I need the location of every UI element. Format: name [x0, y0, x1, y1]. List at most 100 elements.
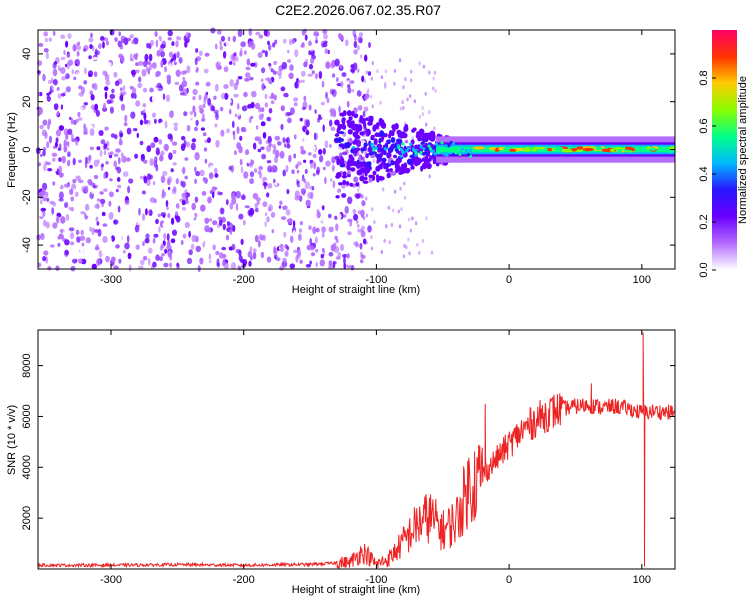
noise-speckle	[123, 249, 126, 254]
noise-speckle	[168, 51, 174, 58]
noise-speckle	[268, 43, 272, 51]
signal-speckle	[360, 167, 365, 171]
noise-speckle	[141, 213, 146, 221]
signal-hotspot	[523, 148, 531, 152]
noise-speckle	[418, 250, 421, 255]
noise-speckle	[158, 139, 163, 145]
noise-speckle	[146, 42, 150, 49]
noise-speckle	[108, 212, 114, 220]
noise-speckle	[258, 34, 264, 39]
noise-speckle	[68, 206, 71, 211]
noise-speckle	[88, 179, 92, 186]
noise-speckle	[163, 262, 169, 268]
noise-speckle	[128, 178, 134, 184]
noise-speckle	[184, 157, 189, 161]
noise-speckle	[340, 243, 344, 252]
noise-speckle	[57, 92, 62, 99]
noise-speckle	[360, 228, 364, 233]
noise-speckle	[172, 54, 177, 61]
signal-speckle	[341, 143, 346, 150]
signal-hotspot	[458, 152, 462, 156]
spectrogram-signal	[333, 110, 677, 187]
signal-speckle	[364, 171, 368, 177]
noise-speckle	[235, 203, 239, 211]
noise-speckle	[359, 54, 363, 59]
noise-speckle	[313, 161, 317, 170]
noise-speckle	[295, 164, 299, 169]
noise-speckle	[370, 76, 373, 81]
spectrogram-noise	[35, 27, 437, 273]
noise-speckle	[180, 240, 184, 245]
noise-speckle	[90, 182, 96, 187]
x-tick-label: 100	[633, 574, 651, 586]
noise-speckle	[60, 93, 66, 97]
noise-speckle	[345, 39, 349, 47]
noise-speckle	[222, 223, 226, 231]
noise-speckle	[113, 153, 119, 157]
noise-speckle	[408, 94, 412, 99]
noise-speckle	[37, 262, 42, 268]
noise-speckle	[299, 221, 303, 226]
noise-speckle	[331, 164, 335, 172]
noise-speckle	[90, 32, 93, 38]
noise-speckle	[211, 105, 216, 112]
signal-hotspot	[571, 148, 578, 152]
noise-speckle	[318, 149, 323, 155]
signal-hotspot	[431, 149, 435, 153]
noise-speckle	[268, 79, 273, 85]
signal-speckle	[370, 134, 375, 139]
signal-speckle	[372, 170, 377, 176]
noise-speckle	[162, 170, 168, 176]
noise-speckle	[40, 153, 43, 158]
noise-speckle	[363, 79, 367, 84]
noise-speckle	[268, 107, 273, 114]
noise-speckle	[304, 34, 308, 41]
noise-speckle	[407, 237, 410, 242]
noise-speckle	[421, 112, 425, 117]
noise-speckle	[143, 159, 148, 164]
noise-speckle	[172, 229, 177, 236]
noise-speckle	[247, 158, 251, 164]
noise-speckle	[103, 102, 106, 111]
noise-speckle	[78, 159, 82, 163]
noise-speckle	[353, 176, 359, 183]
noise-speckle	[162, 93, 166, 100]
signal-speckle	[334, 138, 341, 142]
noise-speckle	[52, 68, 58, 77]
noise-speckle	[221, 216, 226, 223]
noise-speckle	[294, 134, 297, 140]
noise-speckle	[379, 100, 382, 105]
noise-speckle	[117, 40, 122, 48]
noise-speckle	[325, 91, 328, 99]
noise-speckle	[430, 250, 434, 255]
noise-speckle	[357, 210, 361, 215]
noise-speckle	[360, 194, 364, 199]
noise-speckle	[52, 157, 56, 162]
signal-speckle	[376, 143, 383, 149]
noise-speckle	[267, 40, 270, 46]
noise-speckle	[223, 66, 229, 73]
noise-speckle	[409, 228, 413, 233]
noise-speckle	[42, 256, 47, 262]
noise-speckle	[261, 67, 266, 74]
noise-speckle	[207, 98, 212, 105]
noise-speckle	[80, 86, 85, 95]
noise-speckle	[357, 68, 360, 73]
noise-speckle	[323, 33, 328, 40]
noise-speckle	[371, 61, 374, 66]
noise-speckle	[106, 147, 110, 151]
noise-speckle	[68, 116, 72, 120]
noise-speckle	[337, 32, 343, 40]
noise-speckle	[49, 244, 55, 248]
noise-speckle	[280, 216, 287, 221]
noise-speckle	[149, 62, 153, 71]
noise-speckle	[160, 50, 165, 58]
noise-speckle	[129, 85, 134, 90]
noise-speckle	[225, 211, 229, 216]
noise-speckle	[192, 88, 198, 96]
noise-speckle	[120, 87, 123, 92]
signal-speckle	[368, 176, 373, 183]
noise-speckle	[191, 202, 196, 211]
noise-speckle	[161, 194, 165, 199]
noise-speckle	[286, 143, 291, 149]
